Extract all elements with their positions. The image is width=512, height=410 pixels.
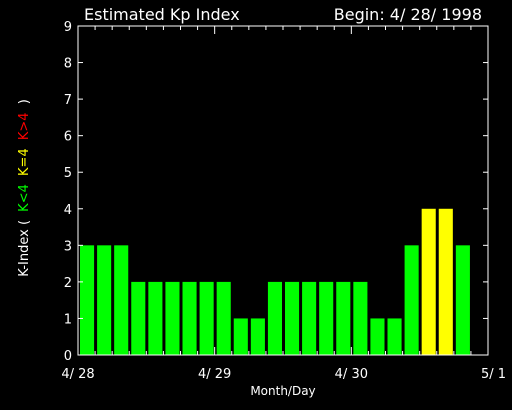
y-tick-label-9: 9 [64,20,72,35]
kp-bar-12 [267,281,282,355]
y-tick-label-3: 3 [64,239,72,254]
y-tick-label-7: 7 [64,93,72,108]
kp-bar-17 [353,281,368,355]
kp-bar-20 [404,245,419,355]
kp-bar-7 [182,281,197,355]
x-tick-label-2: 4/ 30 [335,367,368,382]
y-tick-label-1: 1 [64,312,72,327]
kp-bar-6 [165,281,180,355]
kp-bar-22 [438,208,453,355]
y-label-mid: K=4 [17,148,32,176]
kp-bar-14 [302,281,317,355]
y-label-low: K<4 [17,184,32,212]
x-tick-label-1: 4/ 29 [198,367,231,382]
kp-bar-3 [114,245,129,355]
kp-bar-13 [285,281,300,355]
kp-bar-15 [319,281,334,355]
kp-bar-10 [233,318,248,355]
y-tick-label-0: 0 [64,349,72,364]
kp-bar-11 [250,318,265,355]
kp-bar-23 [455,245,470,355]
y-label-prefix: K-Index ( [17,220,32,277]
y-tick-label-2: 2 [64,276,72,291]
kp-bar-5 [148,281,163,355]
kp-bar-2 [97,245,112,355]
bars [80,208,470,355]
kp-bar-16 [336,281,351,355]
kp-bar-18 [370,318,385,355]
x-tick-label-3: 5/ 1 [481,367,506,382]
kp-bar-9 [216,281,231,355]
y-label-high: K>4 [17,112,32,140]
kp-bar-21 [421,208,436,355]
y-tick-label-8: 8 [64,57,72,72]
y-tick-label-4: 4 [64,203,72,218]
x-ticks: 4/ 28 4/ 29 4/ 30 5/ 1 [61,26,506,382]
y-ticks: 0 1 2 3 4 5 6 7 8 9 [64,20,488,364]
chart-title: Estimated Kp Index [84,5,240,24]
kp-bar-19 [387,318,402,355]
kp-bar-1 [80,245,95,355]
x-axis-label: Month/Day [250,384,315,398]
begin-date: Begin: 4/ 28/ 1998 [334,5,482,24]
y-tick-label-5: 5 [64,166,72,181]
y-label-suffix: ) [17,99,32,104]
x-tick-label-0: 4/ 28 [61,367,94,382]
y-tick-label-6: 6 [64,130,72,145]
kp-bar-8 [199,281,214,355]
kp-bar-4 [131,281,146,355]
y-axis-label: K-Index ( K<4 K=4 K>4 ) [17,99,32,277]
